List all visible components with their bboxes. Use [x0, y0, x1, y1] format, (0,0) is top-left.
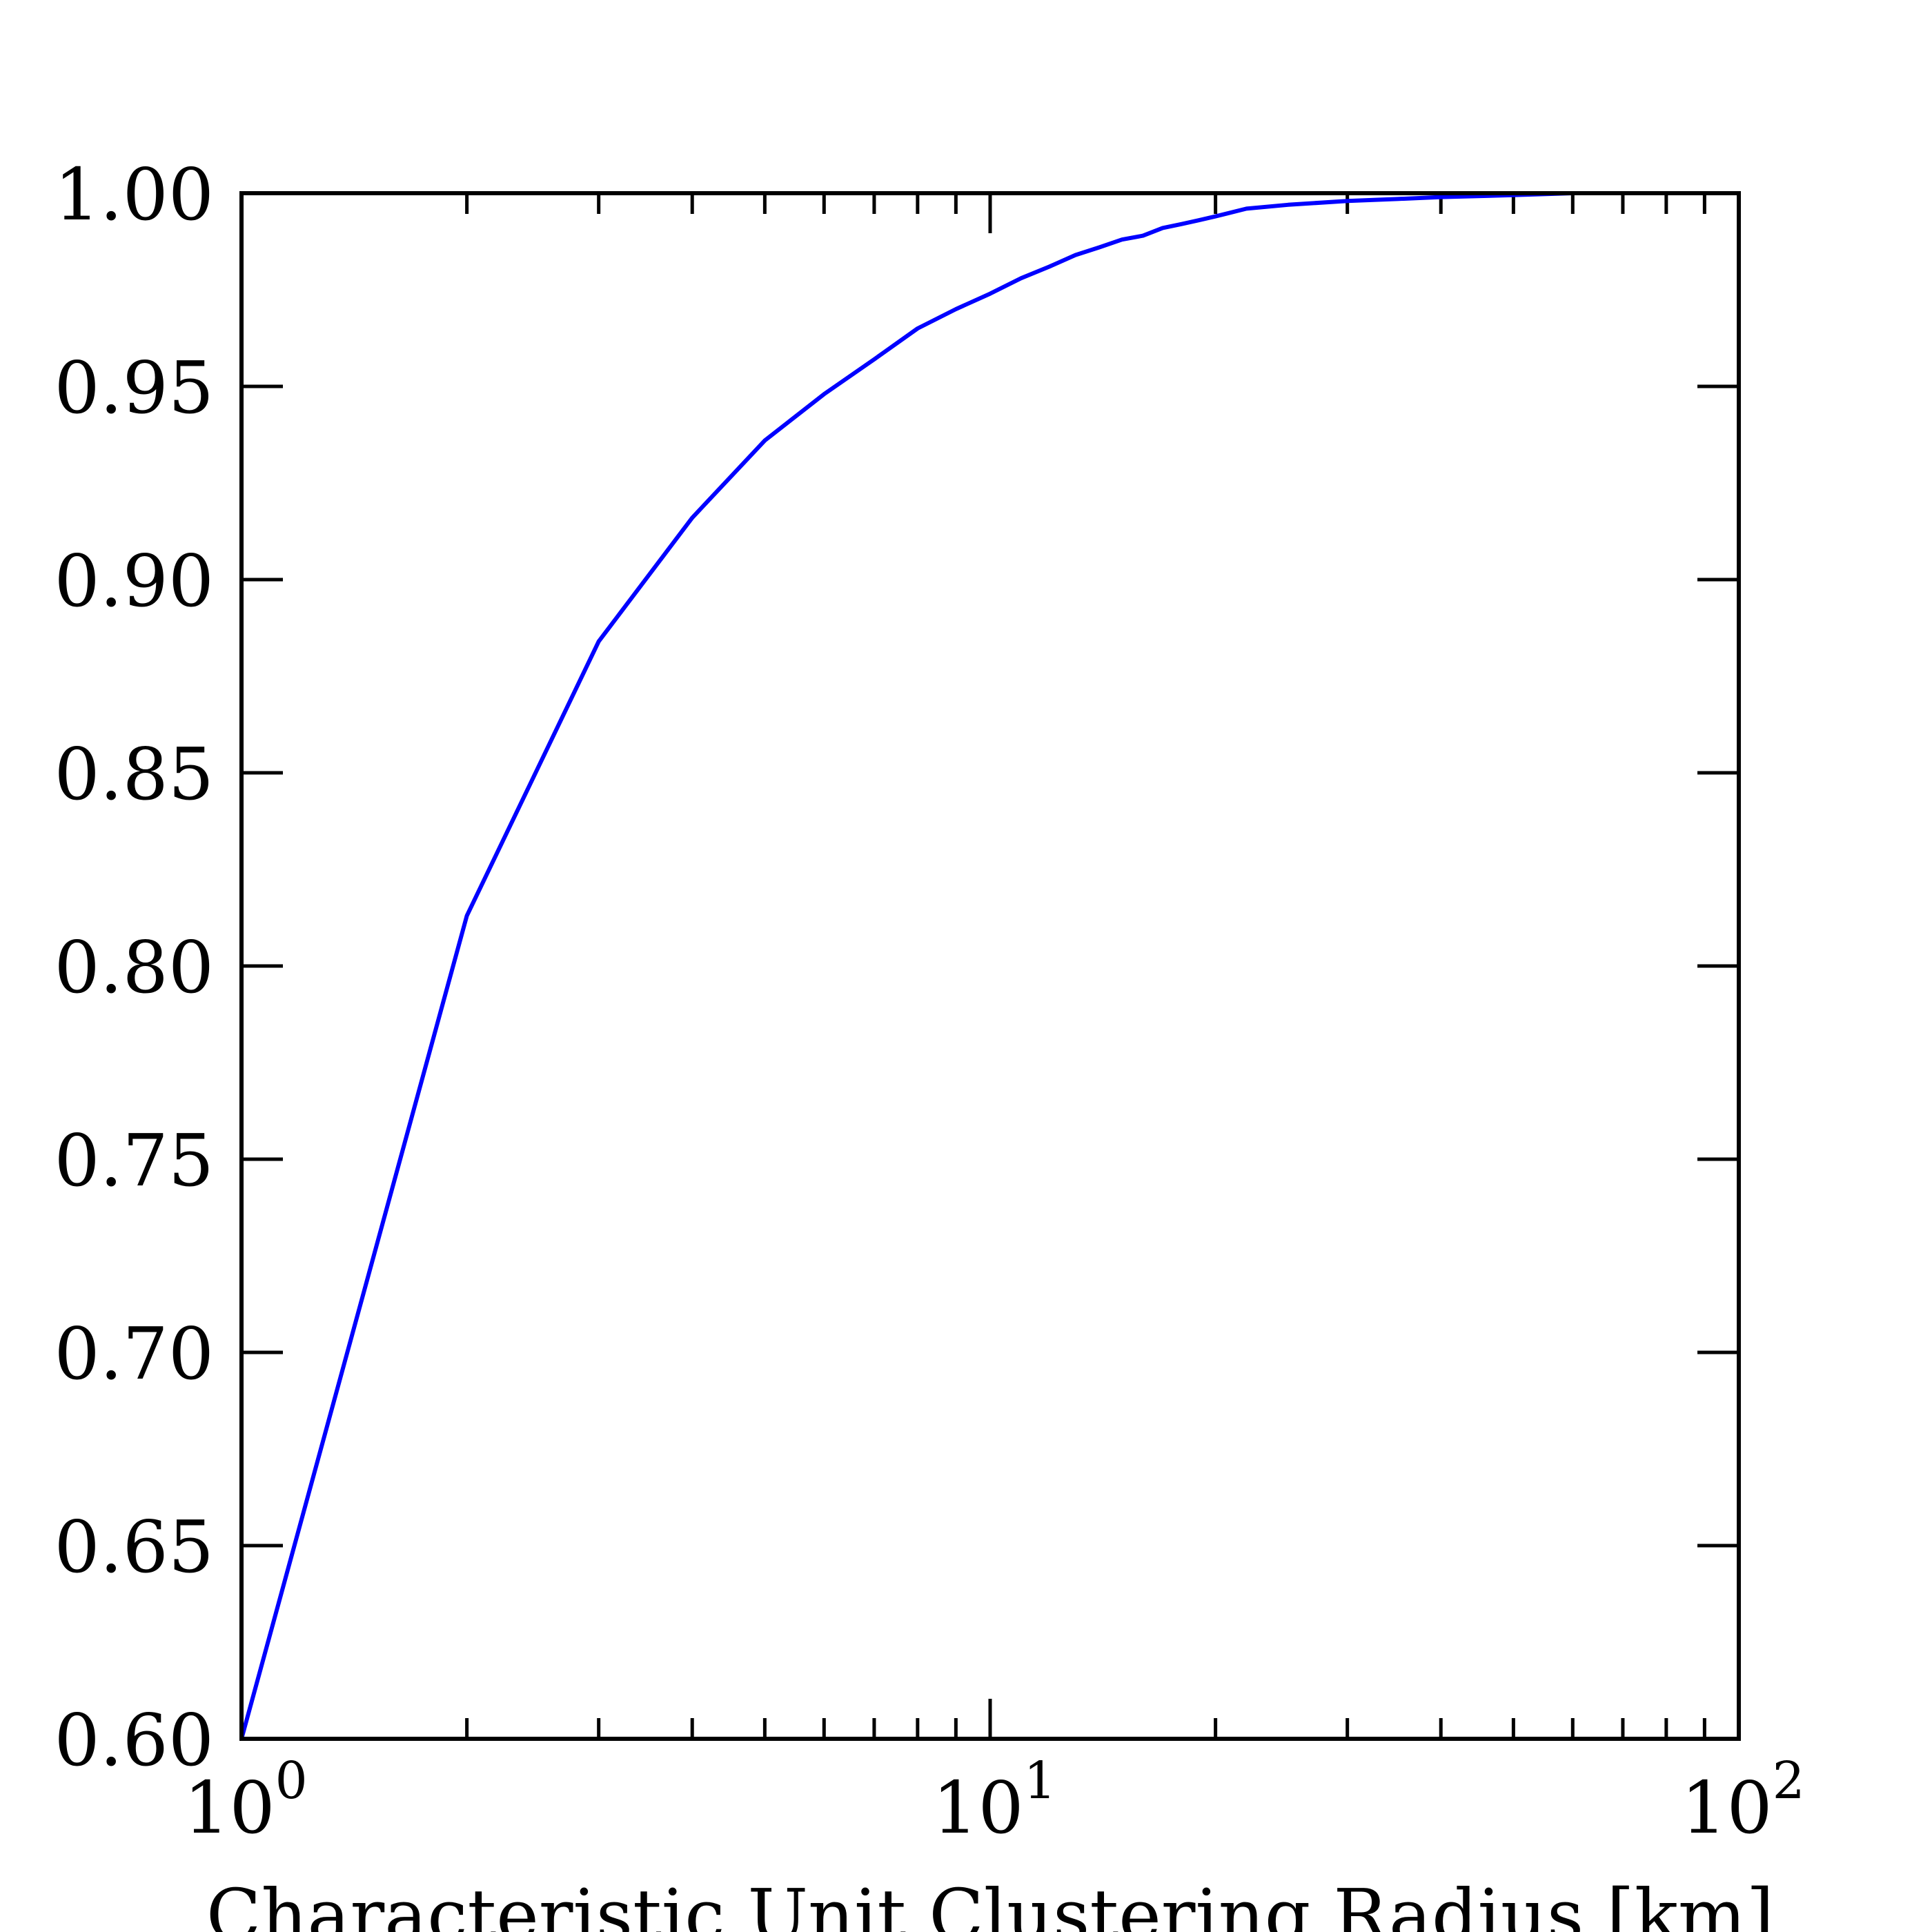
x-tick-labels: 100 101 102 [184, 1751, 1804, 1850]
minor-ticks [465, 193, 1706, 1739]
y-tick-label: 0.60 [54, 1698, 214, 1782]
y-tick-label: 0.65 [54, 1505, 214, 1589]
major-ticks [239, 191, 1741, 1741]
x-tick-label: 100 [184, 1751, 307, 1850]
y-tick-label: 0.95 [54, 346, 214, 430]
x-tick-label: 102 [1681, 1751, 1804, 1850]
series-line [239, 191, 1573, 1739]
plot-frame [239, 191, 1741, 1741]
y-tick-label: 0.90 [54, 539, 214, 623]
y-tick-label: 1.00 [54, 152, 214, 237]
x-axis-title: Characteristic Unit Clustering Radius [k… [206, 1873, 1774, 1932]
y-tick-label: 0.85 [54, 732, 214, 816]
y-tick-label: 0.70 [54, 1312, 214, 1396]
y-tick-label: 0.80 [54, 925, 214, 1009]
y-tick-label: 0.75 [54, 1118, 214, 1203]
x-tick-label: 101 [932, 1751, 1056, 1850]
y-tick-labels: 0.60 0.65 0.70 0.75 0.80 0.85 0.90 0.95 1.00 [54, 152, 214, 1782]
